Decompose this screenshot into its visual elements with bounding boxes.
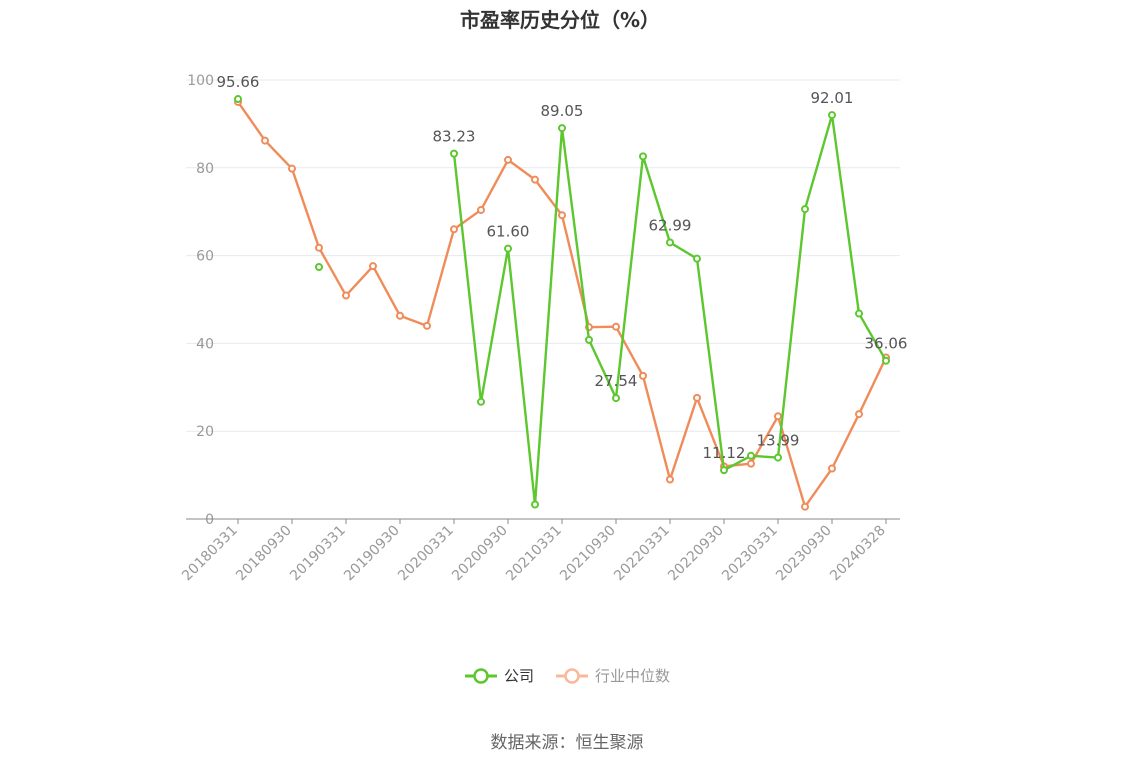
data-point[interactable]: [720, 466, 728, 475]
data-point[interactable]: [612, 394, 620, 403]
data-point[interactable]: [531, 175, 539, 184]
data-label: 13.99: [757, 432, 800, 450]
data-point[interactable]: [315, 263, 323, 272]
data-point[interactable]: [693, 393, 701, 402]
x-tick-label: 20180930: [233, 523, 295, 585]
x-tick-label: 20200930: [449, 523, 511, 585]
data-point[interactable]: [234, 95, 242, 104]
x-tick-label: 20180331: [179, 523, 241, 585]
data-label: 11.12: [703, 444, 746, 462]
data-point[interactable]: [585, 335, 593, 344]
data-label: 89.05: [541, 102, 584, 120]
data-point[interactable]: [612, 322, 620, 331]
x-tick-label: 20220331: [611, 523, 673, 585]
data-point[interactable]: [882, 356, 890, 365]
data-point[interactable]: [666, 475, 674, 484]
data-label: 27.54: [595, 372, 638, 390]
data-point[interactable]: [504, 155, 512, 164]
y-tick-label: 100: [187, 73, 214, 89]
legend-label: 公司: [504, 667, 534, 685]
data-label: 95.66: [217, 73, 260, 91]
data-point[interactable]: [342, 291, 350, 300]
data-point[interactable]: [558, 124, 566, 133]
data-point[interactable]: [396, 311, 404, 320]
x-tick-label: 20220930: [665, 523, 727, 585]
x-tick-label: 20190930: [341, 523, 403, 585]
series-lines: [234, 95, 890, 511]
data-point[interactable]: [504, 244, 512, 253]
y-axis: 0 20 40 60 80 100: [187, 73, 214, 528]
data-label: 61.60: [487, 223, 530, 241]
data-point[interactable]: [315, 243, 323, 252]
data-point[interactable]: [801, 502, 809, 511]
data-point[interactable]: [369, 262, 377, 271]
data-point[interactable]: [477, 205, 485, 214]
data-point[interactable]: [801, 205, 809, 214]
data-label: 83.23: [433, 128, 476, 146]
y-tick-label: 80: [196, 161, 214, 177]
series-company: [234, 95, 890, 509]
data-point[interactable]: [477, 397, 485, 406]
data-point[interactable]: [531, 500, 539, 509]
data-point[interactable]: [639, 152, 647, 161]
legend-marker-icon: [473, 668, 489, 684]
y-tick-label: 40: [196, 336, 214, 352]
data-point[interactable]: [747, 459, 755, 468]
legend-label: 行业中位数: [595, 667, 670, 685]
legend-item-industry-median[interactable]: 行业中位数: [556, 667, 670, 685]
data-point[interactable]: [666, 238, 674, 247]
x-tick-label: 20240328: [827, 523, 889, 585]
legend[interactable]: 公司 行业中位数: [465, 667, 670, 685]
data-point[interactable]: [828, 464, 836, 473]
chart-title: 市盈率历史分位（%）: [460, 8, 660, 32]
data-point[interactable]: [693, 254, 701, 263]
x-tick-label: 20190331: [287, 523, 349, 585]
data-source: 数据来源：恒生聚源: [491, 733, 644, 753]
data-point[interactable]: [423, 321, 431, 330]
data-point[interactable]: [261, 136, 269, 145]
data-point[interactable]: [450, 149, 458, 158]
data-point[interactable]: [639, 371, 647, 380]
y-tick-label: 0: [205, 512, 214, 528]
data-point[interactable]: [747, 451, 755, 460]
data-label: 36.06: [865, 335, 908, 353]
data-point[interactable]: [855, 309, 863, 318]
y-tick-label: 60: [196, 249, 214, 265]
data-label: 92.01: [811, 89, 854, 107]
legend-marker-icon: [564, 668, 580, 684]
x-tick-label: 20200331: [395, 523, 457, 585]
data-point[interactable]: [450, 225, 458, 234]
data-point[interactable]: [855, 410, 863, 419]
x-tick-label: 20230930: [773, 523, 835, 585]
data-point[interactable]: [828, 111, 836, 120]
data-point[interactable]: [288, 164, 296, 173]
x-tick-label: 20210930: [557, 523, 619, 585]
series-line: [452, 113, 888, 506]
legend-item-company[interactable]: 公司: [465, 667, 534, 685]
y-tick-label: 20: [196, 424, 214, 440]
x-tick-label: 20230331: [719, 523, 781, 585]
data-point[interactable]: [774, 412, 782, 421]
data-point[interactable]: [558, 211, 566, 220]
x-axis: 2018033120180930201903312019093020200331…: [179, 518, 900, 585]
data-point[interactable]: [774, 453, 782, 462]
data-labels: 95.66 83.23 61.60 89.05 27.54 62.99 11.12 13.99…: [217, 73, 908, 462]
x-tick-label: 20210331: [503, 523, 565, 585]
data-label: 62.99: [649, 216, 692, 234]
